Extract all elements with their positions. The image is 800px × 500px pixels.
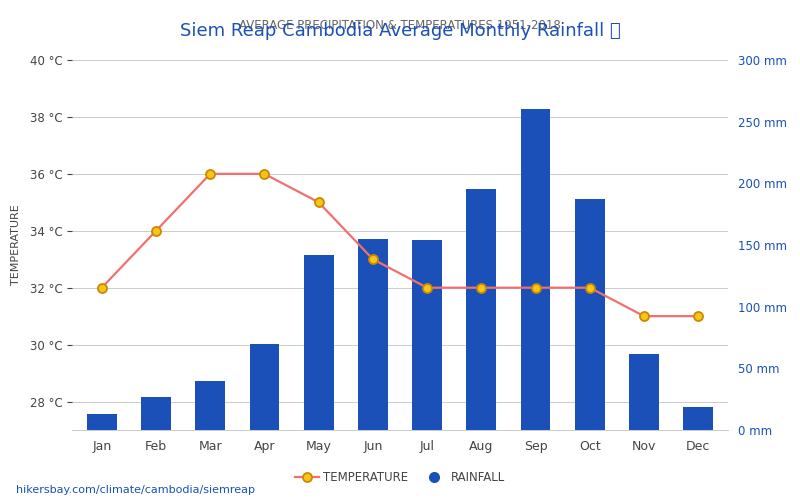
Bar — [304, 255, 334, 430]
Bar — [683, 406, 713, 430]
Bar — [358, 239, 388, 430]
Text: Siem Reap Cambodia Average Monthly Rainfall 🌧: Siem Reap Cambodia Average Monthly Rainf… — [180, 22, 620, 40]
Bar — [521, 110, 550, 430]
Bar — [466, 190, 496, 430]
Legend: TEMPERATURE, RAINFALL: TEMPERATURE, RAINFALL — [290, 466, 510, 489]
Bar — [575, 200, 605, 430]
Y-axis label: Precipitation: Precipitation — [798, 210, 800, 280]
Bar — [250, 344, 279, 430]
Title: AVERAGE PRECIPITATION & TEMPERATURES 1951-2018: AVERAGE PRECIPITATION & TEMPERATURES 195… — [239, 20, 561, 32]
Bar — [195, 380, 225, 430]
Bar — [141, 396, 171, 430]
Bar — [87, 414, 117, 430]
Y-axis label: TEMPERATURE: TEMPERATURE — [11, 204, 21, 286]
Text: hikersbay.com/climate/cambodia/siemreap: hikersbay.com/climate/cambodia/siemreap — [16, 485, 255, 495]
Bar — [629, 354, 659, 430]
Bar — [412, 240, 442, 430]
